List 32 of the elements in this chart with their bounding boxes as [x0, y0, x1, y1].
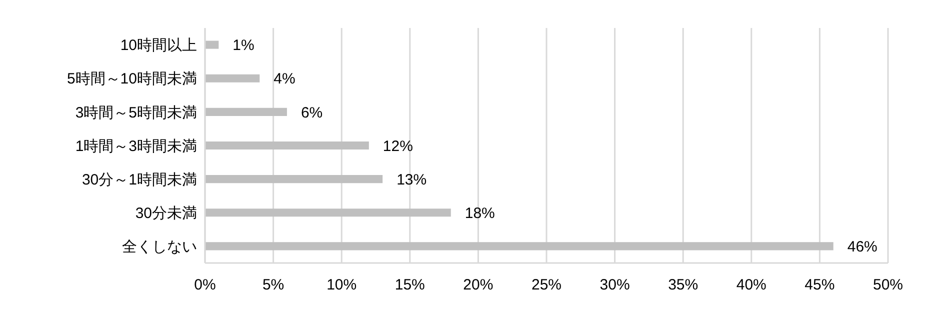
- x-tick-label: 45%: [804, 276, 835, 294]
- y-tick-label: 全くしない: [122, 238, 197, 256]
- data-label: 12%: [382, 138, 413, 155]
- y-tick-label: 3時間～5時間未満: [75, 104, 197, 122]
- data-label: 18%: [464, 204, 495, 222]
- y-tick-label: 30分～1時間未満: [82, 171, 197, 188]
- data-label: 13%: [396, 171, 427, 188]
- bar: [205, 175, 383, 184]
- y-tick-label: 30分未満: [135, 204, 197, 222]
- x-tick-label: 50%: [872, 276, 904, 294]
- x-tick-label: 25%: [531, 276, 562, 294]
- data-label: 46%: [847, 238, 878, 256]
- data-label: 6%: [300, 104, 323, 122]
- x-tick-label: 20%: [463, 276, 494, 294]
- y-tick-label: 5時間～10時間未満: [66, 70, 197, 88]
- bar: [205, 141, 369, 150]
- x-tick-label: 35%: [668, 276, 698, 294]
- bar: [205, 74, 260, 82]
- y-tick-label: 1時間～3時間未満: [75, 138, 197, 155]
- bar: [205, 208, 451, 217]
- bar: [205, 40, 219, 49]
- data-label: 4%: [274, 70, 296, 88]
- x-tick-label: 0%: [194, 276, 216, 294]
- x-tick-label: 15%: [394, 276, 425, 294]
- x-tick-label: 40%: [736, 276, 766, 294]
- x-tick-label: 5%: [262, 276, 284, 294]
- bar: [205, 108, 287, 116]
- data-label: 1%: [232, 37, 254, 54]
- x-tick-label: 10%: [326, 276, 357, 294]
- y-tick-label: 10時間以上: [120, 37, 197, 54]
- bar: [205, 242, 834, 250]
- x-tick-label: 30%: [600, 276, 630, 294]
